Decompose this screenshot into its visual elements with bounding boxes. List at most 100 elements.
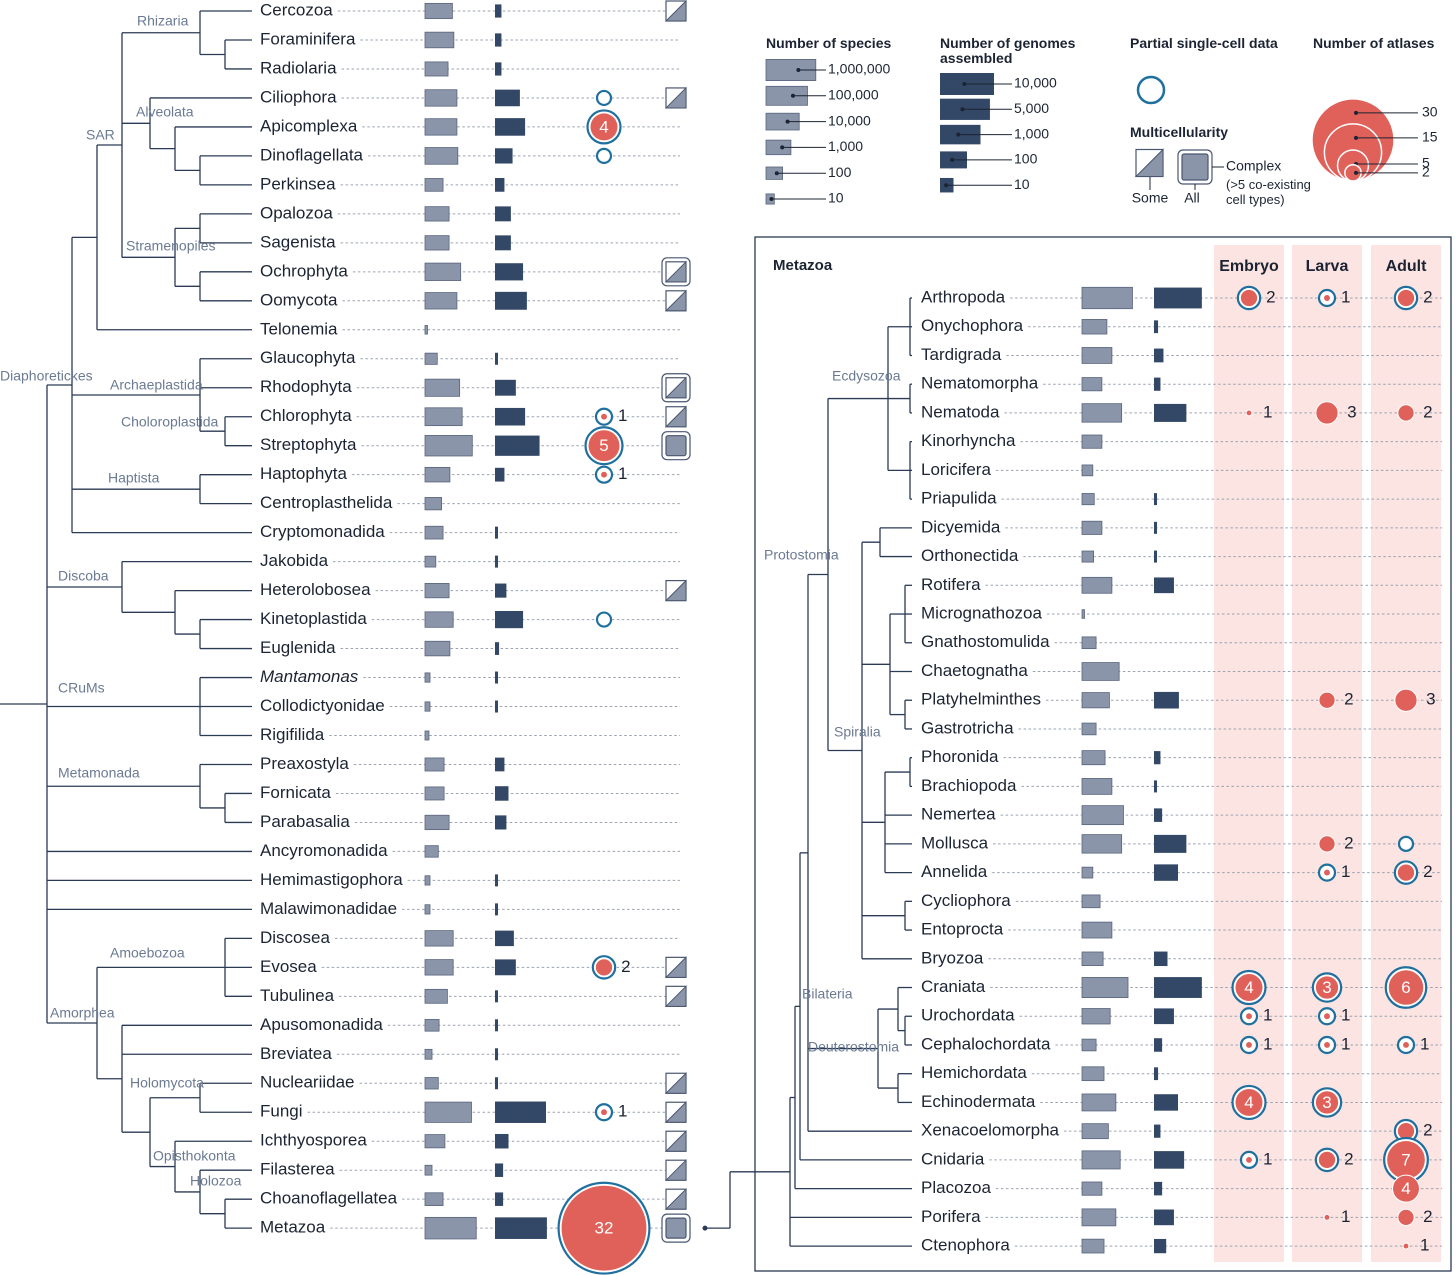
genome-bar bbox=[495, 959, 516, 976]
atlas-label: 2 bbox=[1266, 287, 1275, 306]
multicell-fill bbox=[664, 289, 687, 312]
species-bar bbox=[1081, 1123, 1109, 1140]
genome-bar bbox=[1154, 1008, 1174, 1025]
legend-title: Number of atlases bbox=[1313, 35, 1435, 51]
genome-bar bbox=[495, 291, 527, 310]
tree bbox=[0, 10, 912, 1247]
atlas-label: 7 bbox=[1401, 1150, 1410, 1169]
phylum-name: Gnathostomulida bbox=[921, 632, 1050, 651]
atlas-circle bbox=[1245, 409, 1253, 417]
species-bar bbox=[1081, 1150, 1121, 1170]
species-bar bbox=[424, 845, 439, 858]
clade-label: Archaeplastida bbox=[110, 377, 203, 393]
taxon-name: Streptophyta bbox=[260, 435, 357, 454]
legend-label: 15 bbox=[1422, 129, 1438, 145]
clade-label: Holomycota bbox=[130, 1075, 204, 1091]
genome-bar bbox=[495, 89, 520, 107]
species-bar bbox=[1081, 550, 1095, 563]
genome-bar bbox=[495, 33, 502, 47]
atlas-label: 1 bbox=[1263, 1006, 1272, 1025]
taxon-name: Sagenista bbox=[260, 232, 336, 251]
genome-bar bbox=[1154, 1067, 1159, 1081]
species-bar bbox=[424, 672, 431, 683]
clade-label: Discoba bbox=[58, 568, 109, 584]
genome-bar bbox=[1154, 550, 1157, 563]
species-bar bbox=[424, 466, 451, 483]
taxon-name: Euglenida bbox=[260, 638, 336, 657]
clade-label: Deuterostomia bbox=[808, 1039, 899, 1055]
genome-bar bbox=[495, 555, 498, 568]
species-bar bbox=[424, 930, 454, 947]
clade-label: Alveolata bbox=[136, 104, 194, 120]
atlas-label: 2 bbox=[1423, 402, 1432, 421]
species-bar bbox=[1081, 464, 1094, 477]
taxon-name: Dinoflagellata bbox=[260, 145, 364, 164]
multicell-fill bbox=[664, 579, 687, 602]
species-bar bbox=[424, 89, 458, 107]
taxon-name: Ichthyosporea bbox=[260, 1131, 367, 1150]
taxon-name: Opalozoa bbox=[260, 203, 333, 222]
species-bar bbox=[1081, 403, 1123, 423]
genome-bar bbox=[495, 263, 524, 281]
taxon-name: Hemimastigophora bbox=[260, 870, 403, 889]
taxon-name: Rhodophyta bbox=[260, 377, 352, 396]
legend-title: Number of genomes assembled bbox=[940, 35, 1076, 66]
species-bar bbox=[1081, 750, 1106, 766]
species-bar bbox=[1081, 377, 1103, 392]
species-bar bbox=[1081, 1066, 1105, 1082]
phylum-name: Cycliophora bbox=[921, 891, 1011, 910]
legend-label: 1,000 bbox=[828, 138, 863, 154]
atlas-circle bbox=[1246, 1156, 1252, 1163]
phylum-name: Cnidaria bbox=[921, 1149, 985, 1168]
legend-label: 10 bbox=[1014, 176, 1030, 192]
genome-bar bbox=[495, 1192, 504, 1206]
atlas-label: 1 bbox=[1341, 862, 1350, 881]
genome-bar bbox=[495, 178, 505, 192]
atlas-circle bbox=[1324, 869, 1330, 876]
legend-label: 2 bbox=[1422, 164, 1430, 180]
multicell-all bbox=[665, 435, 687, 457]
species-bar bbox=[424, 1048, 433, 1060]
species-bar bbox=[424, 61, 449, 77]
atlas-label: 2 bbox=[1344, 1149, 1353, 1168]
taxon-name: Oomycota bbox=[260, 290, 338, 309]
taxon-name: Metazoa bbox=[260, 1218, 326, 1237]
multicell-fill bbox=[664, 1130, 687, 1152]
species-bar bbox=[424, 730, 430, 741]
species-bar bbox=[424, 814, 450, 831]
atlas-circle bbox=[561, 1185, 647, 1271]
phylum-name: Nematoda bbox=[921, 402, 1000, 421]
genome-bar bbox=[495, 435, 540, 456]
species-bar bbox=[424, 435, 473, 457]
atlas-circle bbox=[601, 413, 607, 420]
taxon-name: Discosea bbox=[260, 928, 330, 947]
genome-bar bbox=[1154, 1209, 1174, 1226]
species-bar bbox=[1081, 722, 1097, 736]
species-bar bbox=[1081, 921, 1113, 939]
species-bar bbox=[1081, 1238, 1105, 1254]
atlas-label: 1 bbox=[618, 464, 627, 483]
atlas-label: 3 bbox=[1347, 402, 1356, 421]
phylum-name: Arthropoda bbox=[921, 287, 1006, 306]
genome-bar bbox=[1154, 521, 1157, 534]
legend-label: Complex bbox=[1226, 158, 1281, 174]
phylum-name: Kinorhyncha bbox=[921, 431, 1016, 450]
species-bar bbox=[424, 1134, 446, 1149]
legend-label: 5 bbox=[1422, 155, 1430, 171]
atlas-circle bbox=[588, 430, 620, 462]
multicell-fill bbox=[664, 1158, 687, 1181]
taxon-name: Preaxostyla bbox=[260, 754, 349, 773]
genome-bar bbox=[495, 352, 498, 365]
species-bar bbox=[424, 1192, 444, 1206]
atlas-label: 1 bbox=[1341, 1034, 1350, 1053]
atlas-label: 2 bbox=[1423, 1121, 1432, 1140]
phylum-name: Entoprocta bbox=[921, 920, 1004, 939]
clade-label: Stramenopiles bbox=[126, 238, 216, 254]
species-bar bbox=[424, 292, 458, 310]
species-bar bbox=[424, 325, 428, 335]
species-bar bbox=[424, 407, 463, 427]
species-bar bbox=[1081, 662, 1120, 681]
clade-label: Opisthokonta bbox=[153, 1148, 236, 1164]
atlas-circle bbox=[1397, 1208, 1415, 1227]
